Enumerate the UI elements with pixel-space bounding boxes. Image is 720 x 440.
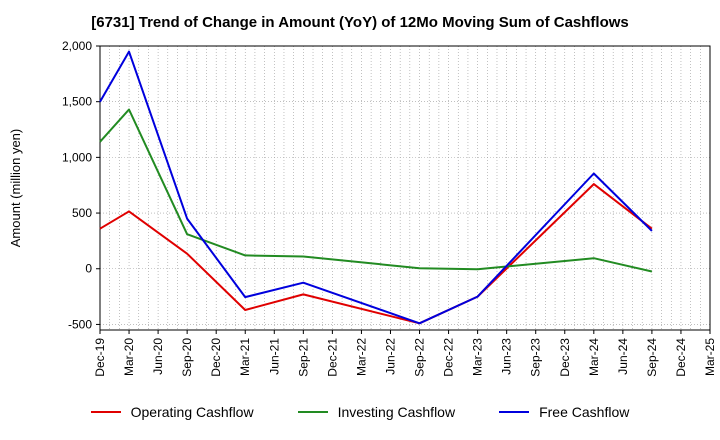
x-tick-label: Sep-24 bbox=[645, 338, 659, 377]
y-tick-label: 500 bbox=[72, 206, 92, 220]
legend-label: Investing Cashflow bbox=[337, 404, 456, 420]
chart-legend: Operating Cashflow Investing Cashflow Free… bbox=[0, 404, 720, 420]
x-tick-label: Sep-23 bbox=[529, 338, 543, 377]
x-tick-label: Sep-22 bbox=[413, 338, 427, 377]
legend-swatch bbox=[90, 411, 121, 413]
x-tick-label: Jun-24 bbox=[616, 338, 630, 375]
y-tick-label: 0 bbox=[85, 262, 92, 276]
y-tick-label: -500 bbox=[68, 317, 92, 331]
x-tick-label: Mar-21 bbox=[238, 338, 252, 376]
x-tick-label: Sep-21 bbox=[296, 338, 310, 377]
legend-swatch bbox=[297, 411, 328, 413]
plot-frame bbox=[99, 45, 711, 331]
x-tick-label: Jun-23 bbox=[500, 338, 514, 375]
legend-item: Investing Cashflow bbox=[297, 404, 456, 420]
y-tick-label: 1,000 bbox=[62, 150, 92, 164]
legend-item: Free Cashflow bbox=[499, 404, 629, 420]
series-line-free-cashflow bbox=[99, 50, 653, 325]
x-tick-label: Dec-22 bbox=[442, 338, 456, 377]
x-tick-label: Dec-20 bbox=[209, 338, 223, 377]
x-tick-label: Mar-20 bbox=[122, 338, 136, 376]
x-tick-label: Mar-22 bbox=[354, 338, 368, 376]
x-tick-label: Dec-24 bbox=[674, 338, 688, 377]
x-tick-label: Jun-20 bbox=[151, 338, 165, 375]
legend-label: Operating Cashflow bbox=[130, 404, 254, 420]
y-axis-label: Amount (million yen) bbox=[8, 129, 23, 248]
series-line-investing-cashflow bbox=[99, 108, 653, 273]
legend-item: Operating Cashflow bbox=[90, 404, 254, 420]
chart-plot: -500 0 500 1,000 1,500 2,000 Dec-19 Mar-20 Jun-2… bbox=[8, 39, 717, 377]
x-tick-label: Dec-19 bbox=[93, 338, 107, 377]
x-tick-label: Sep-20 bbox=[180, 338, 194, 377]
x-tick-label: Mar-23 bbox=[471, 338, 485, 376]
chart-title: [6731] Trend of Change in Amount (YoY) o… bbox=[91, 14, 629, 31]
x-tick-label: Jun-21 bbox=[267, 338, 281, 375]
y-tick-label: 2,000 bbox=[62, 39, 92, 53]
x-tick-label: Dec-21 bbox=[325, 338, 339, 377]
x-tick-label: Mar-25 bbox=[703, 338, 717, 376]
y-tick-label: 1,500 bbox=[62, 95, 92, 109]
series-line-operating-cashflow bbox=[99, 183, 653, 325]
x-tick-label: Mar-24 bbox=[587, 338, 601, 376]
x-tick-label: Dec-23 bbox=[558, 338, 572, 377]
legend-swatch bbox=[499, 411, 530, 413]
x-tick-label: Jun-22 bbox=[383, 338, 397, 375]
legend-label: Free Cashflow bbox=[539, 404, 630, 420]
